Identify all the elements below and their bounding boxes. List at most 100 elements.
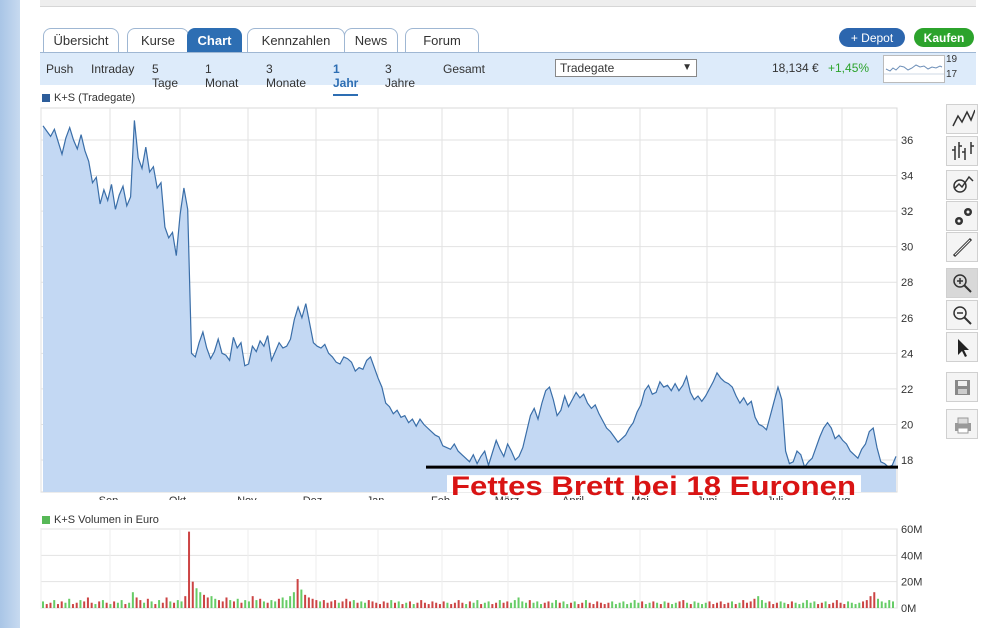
- volume-bar: [719, 601, 722, 608]
- volume-bar: [495, 602, 498, 608]
- volume-bar: [349, 601, 352, 608]
- range-option-1[interactable]: Intraday: [91, 62, 135, 76]
- volume-bar: [236, 598, 239, 608]
- tab-5[interactable]: Forum: [405, 28, 479, 52]
- volume-bar: [143, 602, 146, 608]
- volume-bar: [457, 600, 460, 608]
- volume-bar: [247, 601, 250, 608]
- pointer-tool-button[interactable]: [946, 332, 978, 362]
- volume-bar: [232, 601, 235, 608]
- volume-bar: [689, 604, 692, 608]
- volume-y-tick: 40M: [901, 550, 922, 562]
- volume-bar: [334, 600, 337, 608]
- volume-chart[interactable]: 0M 20M 40M 60M: [0, 520, 940, 620]
- volume-bar: [637, 602, 640, 608]
- volume-bar: [225, 597, 228, 608]
- volume-bar: [521, 601, 524, 608]
- volume-legend: K+S Volumen in Euro: [42, 514, 159, 526]
- volume-bar: [191, 581, 194, 608]
- volume-bar: [420, 600, 423, 608]
- zoom-in-tool-button[interactable]: [946, 268, 978, 298]
- volume-bar: [326, 602, 329, 608]
- volume-bar: [532, 602, 535, 608]
- range-option-5[interactable]: 1 Jahr: [333, 62, 358, 96]
- volume-bar: [221, 601, 224, 608]
- save-tool-button[interactable]: [946, 372, 978, 402]
- tab-4[interactable]: News: [344, 28, 398, 52]
- volume-bar: [839, 602, 842, 608]
- settings-tool-button[interactable]: [946, 201, 978, 231]
- volume-bar: [850, 602, 853, 608]
- volume-bar: [528, 600, 531, 608]
- volume-bar: [536, 601, 539, 608]
- price-y-tick: 36: [901, 135, 913, 147]
- volume-bar: [779, 601, 782, 608]
- volume-bar: [113, 601, 116, 608]
- range-option-6[interactable]: 3 Jahre: [385, 62, 416, 90]
- volume-bar: [618, 602, 621, 608]
- price-legend-swatch: [42, 94, 50, 102]
- line-chart-tool-button[interactable]: [946, 104, 978, 134]
- range-option-4[interactable]: 3 Monate: [266, 62, 307, 90]
- draw-line-icon: [952, 237, 973, 258]
- volume-bar: [319, 601, 322, 608]
- zoom-in-icon: [953, 274, 972, 293]
- sparkline[interactable]: [883, 55, 945, 83]
- volume-bar: [356, 602, 359, 608]
- volume-bar: [596, 601, 599, 608]
- volume-bar: [345, 598, 348, 608]
- volume-bar: [708, 601, 711, 608]
- volume-bar: [105, 602, 108, 608]
- volume-bar: [412, 604, 415, 608]
- tab-divider: [40, 52, 976, 53]
- volume-bar: [251, 596, 254, 608]
- volume-bar: [158, 600, 161, 608]
- volume-bar: [869, 596, 872, 608]
- zoom-out-tool-button[interactable]: [946, 300, 978, 330]
- volume-bar: [768, 601, 771, 608]
- volume-bar: [787, 604, 790, 608]
- volume-bar: [416, 602, 419, 608]
- sparkline-line: [885, 64, 943, 72]
- volume-bar: [240, 602, 243, 608]
- indicator-tool-button[interactable]: [946, 170, 978, 200]
- volume-bar: [229, 600, 232, 608]
- volume-bar: [611, 601, 614, 608]
- volume-bar: [843, 604, 846, 608]
- print-tool-button[interactable]: [946, 409, 978, 439]
- volume-bar: [674, 602, 677, 608]
- volume-bar: [259, 598, 262, 608]
- volume-bar: [805, 600, 808, 608]
- tab-1[interactable]: Kurse: [127, 28, 189, 52]
- volume-bar: [476, 600, 479, 608]
- tab-2[interactable]: Chart: [187, 28, 242, 52]
- volume-bar: [659, 604, 662, 608]
- price-chart[interactable]: 18 20 22 24 26 28 30 32 34 36 Sep. Okt. Nov. Dez. Jan…: [0, 100, 920, 500]
- settings-icon: [955, 208, 972, 225]
- volume-bar: [622, 601, 625, 608]
- volume-bar: [169, 601, 172, 608]
- tab-0[interactable]: Übersicht: [43, 28, 119, 52]
- draw-line-tool-button[interactable]: [946, 232, 978, 262]
- range-option-3[interactable]: 1 Monat: [205, 62, 239, 90]
- volume-bar: [817, 604, 820, 608]
- price-x-tick: Dez.: [303, 495, 326, 500]
- volume-bar: [397, 601, 400, 608]
- volume-bar: [330, 601, 333, 608]
- volume-bar: [641, 601, 644, 608]
- volume-bar: [569, 602, 572, 608]
- ohlc-chart-tool-button[interactable]: [946, 136, 978, 166]
- add-to-depot-button[interactable]: + Depot: [839, 28, 905, 47]
- buy-button[interactable]: Kaufen: [914, 28, 974, 47]
- volume-bar: [648, 602, 651, 608]
- volume-bar: [56, 604, 59, 608]
- exchange-select[interactable]: Tradegate ▼: [555, 59, 697, 77]
- volume-bar: [513, 600, 516, 608]
- volume-bar: [75, 602, 78, 608]
- tab-3[interactable]: Kennzahlen: [247, 28, 345, 52]
- range-option-2[interactable]: 5 Tage: [152, 62, 179, 90]
- volume-bar: [760, 600, 763, 608]
- range-option-7[interactable]: Gesamt: [443, 62, 486, 76]
- volume-bar: [775, 602, 778, 608]
- range-option-0[interactable]: Push: [46, 62, 74, 76]
